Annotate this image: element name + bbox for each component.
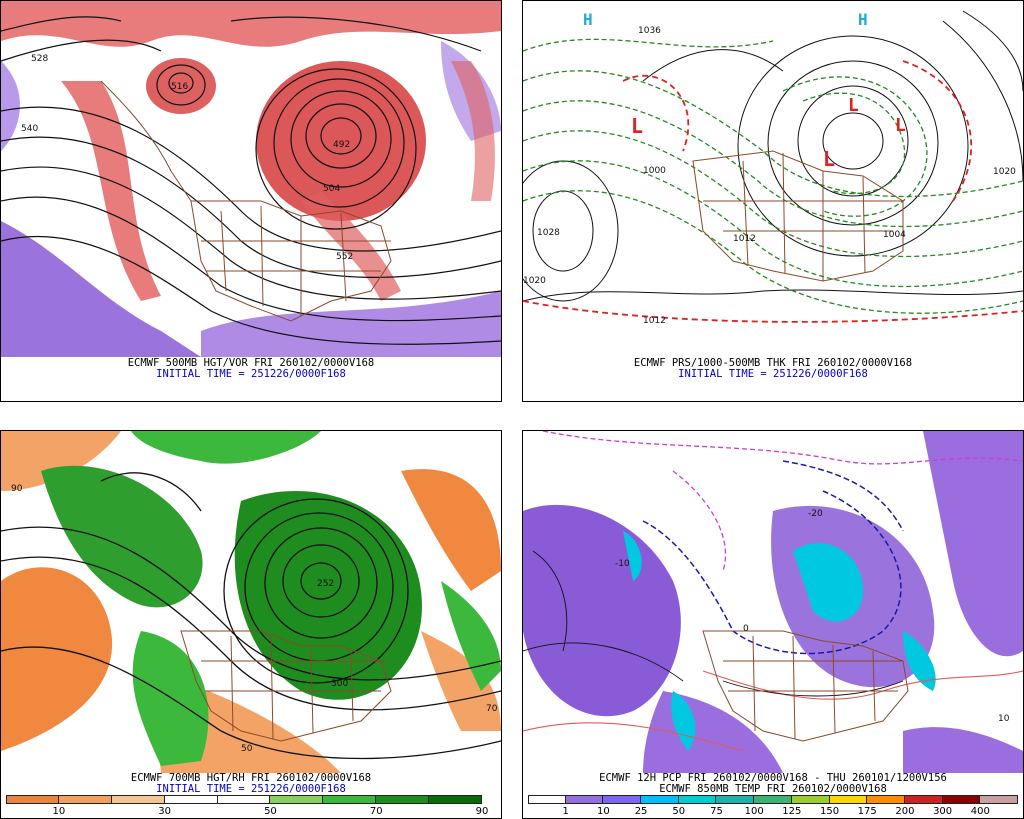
colorbar-tick-label: 30: [158, 806, 172, 817]
contour-label: 516: [171, 82, 188, 92]
precip-colorbar: 1 10 25 50 75 100 125 150 175 200 300 400: [528, 795, 1018, 819]
map-precip-temp: -10 -20 0 10: [523, 431, 1023, 773]
high-marker: H: [858, 10, 868, 29]
panel-500mb-hgt-vor: 528 516 492 504 540 552 ECMWF 500MB HGT/…: [0, 0, 502, 402]
panel-title: ECMWF PRS/1000-500MB THK FRI 260102/0000…: [633, 357, 913, 369]
colorbar-swatch: [565, 795, 604, 804]
colorbar-tick-label: 200: [895, 806, 915, 817]
panel-subtitle: ECMWF 850MB TEMP FRI 260102/0000V168: [659, 783, 887, 795]
colorbar-swatch: [754, 795, 792, 804]
contour-label: 70: [486, 704, 498, 714]
low-marker: L: [848, 95, 859, 116]
contour-labels: 528 516 492 504 540 552: [21, 54, 353, 262]
contour-label: 1000: [643, 166, 666, 176]
low-marker: L: [631, 114, 643, 138]
colorbar-swatch: [528, 795, 566, 804]
colorbar-swatch: [58, 795, 112, 804]
contour-labels: 252 300 50 90 70: [11, 484, 498, 754]
contour-labels: 1036 1028 1020 1012 1004 1000 1020 1012: [523, 26, 1016, 326]
colorbar-tick-label: 50: [264, 806, 277, 817]
colorbar-swatch: [791, 795, 830, 804]
colorbar-tick-label: 10: [52, 806, 66, 817]
colorbar-swatch: [980, 795, 1018, 804]
contour-label: 10: [998, 714, 1010, 724]
colorbar-tick-label: 150: [819, 806, 840, 817]
contour-labels: -10 -20 0 10: [615, 509, 1010, 724]
contour-label: 0: [743, 624, 749, 634]
low-marker: L: [895, 115, 906, 136]
colorbar-tick-label: 100: [744, 806, 764, 817]
initial-time: INITIAL TIME = 251226/0000F168: [678, 368, 868, 380]
colorbar-swatch: [942, 795, 981, 804]
contour-label: 1036: [638, 26, 661, 36]
contour-label: 540: [21, 124, 38, 134]
colorbar-swatch: [6, 795, 59, 804]
contour-label: 50: [241, 744, 253, 754]
initial-time: INITIAL TIME = 251226/0000F168: [156, 368, 346, 380]
contour-label: 1004: [883, 230, 906, 240]
colorbar-tick-label: 400: [970, 806, 990, 817]
initial-time: INITIAL TIME = 251226/0000F168: [156, 783, 346, 795]
colorbar-tick-label: 175: [857, 806, 877, 817]
panel-pressure-thickness: L L L L H H 1036 1028 1020 1012 1004 100…: [522, 0, 1024, 402]
panel-title: ECMWF 500MB HGT/VOR FRI 260102/0000V168: [127, 357, 375, 369]
colorbar-swatch: [867, 795, 905, 804]
contour-label: 90: [11, 484, 23, 494]
panel-title: ECMWF 12H PCP FRI 260102/0000V168 - THU …: [599, 772, 947, 784]
colorbar-tick-label: 25: [634, 806, 648, 817]
colorbar-tick-label: 70: [369, 806, 383, 817]
contour-label: 1020: [993, 167, 1016, 177]
low-markers: L L L L H H: [583, 10, 906, 171]
contour-label: -10: [615, 559, 630, 569]
contour-label: 504: [323, 184, 340, 194]
colorbar-swatch: [678, 795, 717, 804]
colorbar-swatch: [376, 795, 430, 804]
colorbar-tick-label: 50: [672, 806, 686, 817]
map-500mb-vorticity: 528 516 492 504 540 552: [1, 1, 501, 357]
colorbar-swatch: [904, 795, 943, 804]
colorbar-tick-label: 125: [782, 806, 802, 817]
contour-label: 1028: [537, 228, 560, 238]
colorbar-swatch: [641, 795, 679, 804]
colorbar-swatch: [270, 795, 324, 804]
contour-label: 1012: [733, 234, 756, 244]
contour-label: 1012: [643, 316, 666, 326]
contour-label: 492: [333, 140, 350, 150]
colorbar-swatch: [323, 795, 377, 804]
panel-700mb-hgt-rh: 252 300 50 90 70 ECMWF 700MB HGT/RH FRI …: [0, 430, 502, 819]
map-pressure-thickness: L L L L H H 1036 1028 1020 1012 1004 100…: [523, 1, 1023, 357]
colorbar-tick-label: 75: [710, 806, 723, 817]
contour-label: 1020: [523, 276, 546, 286]
low-marker: L: [823, 147, 835, 171]
colorbar-swatch: [111, 795, 165, 804]
rh-colorbar: 10 30 50 70 90: [6, 795, 488, 819]
colorbar-tick-label: 90: [475, 806, 489, 817]
contour-label: -20: [808, 509, 823, 519]
colorbar-swatch: [716, 795, 755, 804]
map-700mb-humidity: 252 300 50 90 70: [1, 431, 501, 773]
colorbar-swatch: [829, 795, 868, 804]
contour-label: 528: [31, 54, 48, 64]
panel-title: ECMWF 700MB HGT/RH FRI 260102/0000V168: [130, 772, 372, 784]
contour-label: 552: [336, 252, 353, 262]
high-marker: H: [583, 10, 593, 29]
colorbar-tick-label: 10: [597, 806, 610, 817]
colorbar-swatch: [164, 795, 218, 804]
colorbar-tick-label: 1: [562, 806, 569, 817]
contour-label: 300: [331, 679, 348, 689]
colorbar-swatch: [603, 795, 642, 804]
colorbar-swatch: [429, 795, 482, 804]
contour-label: 252: [317, 579, 334, 589]
colorbar-tick-label: 300: [933, 806, 953, 817]
panel-precip-850mb-temp: -10 -20 0 10 ECMWF 12H PCP FRI 260102/00…: [522, 430, 1024, 819]
colorbar-swatch: [217, 795, 271, 804]
